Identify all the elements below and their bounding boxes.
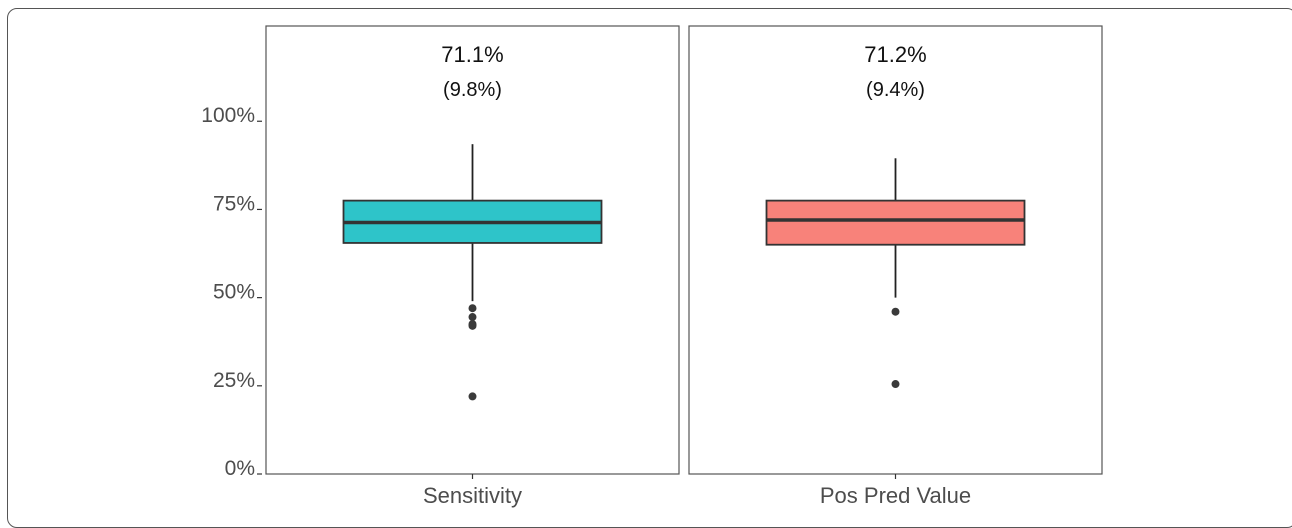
y-tick-label: 50% bbox=[213, 281, 255, 304]
outlier-point bbox=[468, 392, 477, 401]
y-tick-label: 0% bbox=[225, 457, 255, 480]
outlier-point bbox=[891, 307, 900, 316]
sd-label: (9.4%) bbox=[866, 79, 925, 101]
mean-label: 71.2% bbox=[864, 42, 926, 67]
mean-label: 71.1% bbox=[441, 42, 503, 67]
iqr-box bbox=[765, 199, 1026, 246]
y-tick-label: 75% bbox=[213, 192, 255, 215]
outlier-point bbox=[468, 304, 477, 313]
category-label: Pos Pred Value bbox=[820, 483, 971, 508]
outlier-point bbox=[891, 380, 900, 389]
y-tick-label: 25% bbox=[213, 369, 255, 392]
outlier-point bbox=[468, 321, 477, 330]
box-plot-chart: 0% 25% 50% 75% 100% 71.1% (9.8%) Sensitivity 71.… bbox=[201, 25, 1103, 508]
category-label: Sensitivity bbox=[423, 483, 522, 508]
y-tick-label: 100% bbox=[201, 104, 255, 127]
outlier-point bbox=[468, 313, 477, 322]
sd-label: (9.8%) bbox=[443, 79, 502, 101]
